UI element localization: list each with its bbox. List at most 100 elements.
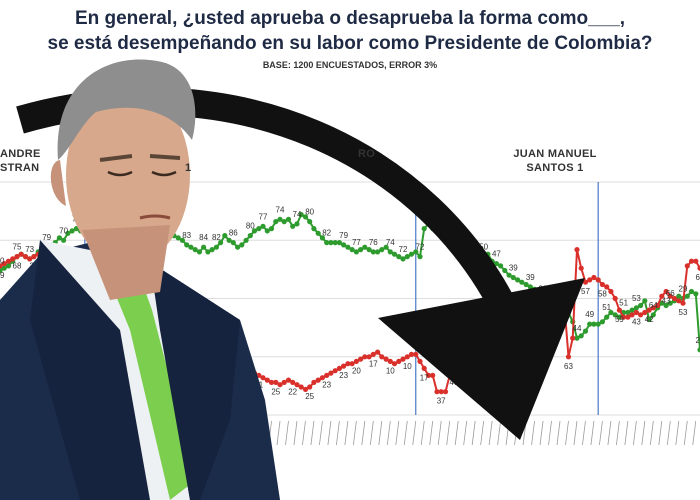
point-label-disapprove-36: 57 [581,287,590,296]
x-tick-158 [666,420,671,446]
x-tick-138 [582,420,586,446]
data-point-1-100 [421,365,427,371]
era-label-uribe-fragment: RO [358,148,376,160]
data-point-0-75 [315,230,321,236]
data-point-1-104 [438,389,444,395]
data-point-0-80 [336,240,342,246]
point-label-disapprove-23: 17 [369,359,378,368]
data-point-0-52 [218,240,224,246]
x-tick-112 [471,420,476,446]
data-point-1-74 [311,379,317,385]
data-point-0-15 [61,237,67,243]
data-point-1-81 [341,363,347,369]
data-point-0-165 [697,347,700,353]
data-point-0-87 [366,247,372,253]
data-point-0-118 [498,263,504,269]
x-tick-160 [675,420,680,446]
x-tick-70 [293,420,298,446]
data-point-0-143 [604,314,610,320]
data-point-0-77 [324,240,330,246]
x-tick-66 [276,420,281,446]
data-point-1-140 [591,274,597,281]
x-tick-130 [548,420,552,446]
point-label-disapprove-37: 58 [598,290,607,299]
data-point-0-99 [417,254,423,260]
point-label-disapprove-40: 42 [645,315,654,324]
data-point-1-1 [1,261,7,267]
point-label-approve-24: 76 [369,238,378,247]
point-label-approve-13: 84 [199,233,208,242]
point-label-approve-40: 51 [619,299,628,308]
era-label-andres-line1: ANDRE [0,148,41,160]
data-point-0-140 [591,321,597,327]
mouth [139,214,171,220]
data-point-0-148 [625,309,631,316]
data-point-1-151 [638,312,644,318]
data-point-1-98 [413,351,419,357]
data-point-0-56 [235,244,241,250]
x-tick-76 [319,420,323,446]
data-point-0-64 [268,226,275,232]
data-point-0-90 [379,247,385,253]
data-point-0-66 [277,216,283,222]
data-point-1-78 [328,370,334,376]
point-label-disapprove-42: 53 [679,308,688,317]
data-point-0-96 [404,254,410,260]
data-point-1-92 [387,358,393,364]
data-point-0-125 [527,284,533,290]
data-point-0-47 [196,249,202,255]
x-tick-80 [335,420,340,446]
data-point-1-96 [404,354,410,360]
data-point-0-92 [387,249,393,255]
point-label-approve-20: 80 [305,208,314,217]
data-point-1-152 [642,309,648,316]
data-point-0-45 [188,244,194,250]
data-point-1-82 [345,361,351,367]
data-point-1-145 [612,295,618,302]
data-point-0-82 [345,244,351,250]
data-point-0-2 [5,263,12,269]
x-tick-126 [531,420,535,446]
x-tick-132 [556,420,561,446]
data-point-0-51 [213,244,219,250]
neck [82,225,170,300]
point-label-approve-27: 72 [416,243,425,252]
data-point-1-148 [625,314,631,320]
point-label-approve-34: 39 [526,273,535,282]
data-point-1-67 [281,379,287,385]
data-point-0-157 [663,302,669,309]
data-point-0-139 [587,321,593,327]
data-point-1-157 [663,288,669,295]
data-point-1-87 [366,354,372,360]
chart-subtitle-base: BASE: 1200 ENCUESTADOS, ERROR 3% [262,60,438,70]
point-label-disapprove-43: 66 [696,273,700,282]
point-label-approve-31: 50 [479,243,488,252]
data-point-1-101 [425,372,432,378]
x-tick-86 [361,420,366,446]
x-tick-78 [327,420,332,446]
data-point-0-119 [502,267,508,274]
point-label-disapprove-27: 37 [437,397,446,406]
data-point-0-88 [370,249,376,255]
data-point-0-137 [578,333,584,339]
data-point-0-145 [612,312,618,318]
data-point-1-66 [277,382,283,388]
data-point-0-65 [273,219,279,225]
data-point-0-117 [493,261,499,267]
data-point-1-88 [370,351,376,357]
data-point-0-83 [349,247,355,253]
point-label-approve-21: 82 [322,229,331,238]
data-point-1-3 [10,256,16,262]
data-point-1-7 [27,256,33,262]
data-point-0-68 [285,216,292,222]
point-label-disapprove-41: 43 [662,297,671,306]
data-point-0-1 [1,265,7,271]
closed-eyes [107,170,177,177]
data-point-0-44 [184,242,190,248]
data-point-0-17 [69,228,75,234]
eyebrow-right [149,154,181,160]
x-tick-68 [285,420,289,446]
point-label-approve-33: 39 [509,264,518,273]
data-point-0-100 [421,226,427,232]
